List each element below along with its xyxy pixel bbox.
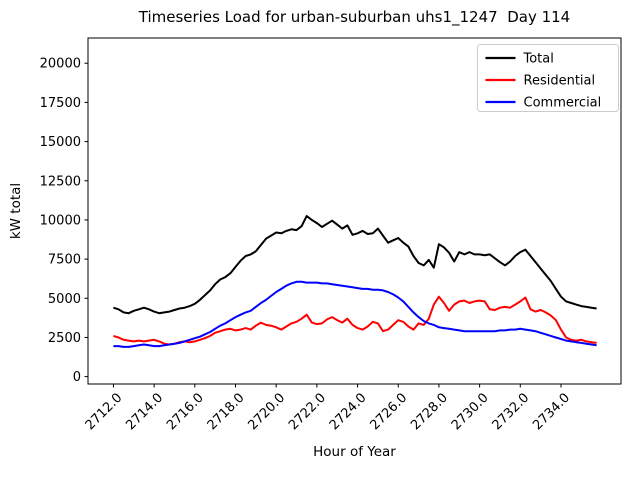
x-axis-label: Hour of Year (313, 444, 396, 460)
legend-label-residential: Residential (524, 74, 596, 89)
x-tick-label: 2714.0 (123, 390, 166, 433)
chart-title: Timeseries Load for urban-suburban uhs1_… (138, 8, 571, 26)
series-line-residential (113, 295, 597, 346)
x-tick-label: 2716.0 (164, 390, 207, 433)
y-tick-label: 10000 (40, 213, 81, 228)
x-tick-label: 2730.0 (449, 390, 492, 433)
series-line-commercial (113, 280, 597, 348)
y-tick-label: 0 (73, 370, 81, 385)
x-tick-label: 2712.0 (83, 390, 126, 433)
x-tick-label: 2726.0 (368, 390, 411, 433)
legend-label-commercial: Commercial (524, 96, 602, 111)
y-tick-label: 20000 (40, 57, 81, 72)
x-tick-label: 2720.0 (245, 390, 288, 433)
x-tick-label: 2724.0 (327, 390, 370, 433)
series-line-total (113, 215, 597, 315)
x-tick-label: 2732.0 (490, 390, 533, 433)
y-axis-label: kW total (8, 182, 24, 240)
x-tick-label: 2734.0 (530, 390, 573, 433)
x-tick-label: 2722.0 (286, 390, 329, 433)
legend: Total Residential Commercial (477, 44, 619, 112)
y-tick-label: 12500 (40, 174, 81, 189)
y-tick-label: 17500 (40, 96, 81, 111)
y-tick-label: 15000 (40, 135, 81, 150)
x-tick-label: 2728.0 (408, 390, 451, 433)
y-tick-label: 5000 (48, 292, 81, 307)
y-tick-label: 7500 (48, 253, 81, 268)
y-tick-label: 2500 (48, 331, 81, 346)
legend-label-total: Total (523, 52, 554, 67)
plot-border (87, 37, 622, 385)
legend-box (477, 44, 619, 112)
x-tick-label: 2718.0 (205, 390, 248, 433)
